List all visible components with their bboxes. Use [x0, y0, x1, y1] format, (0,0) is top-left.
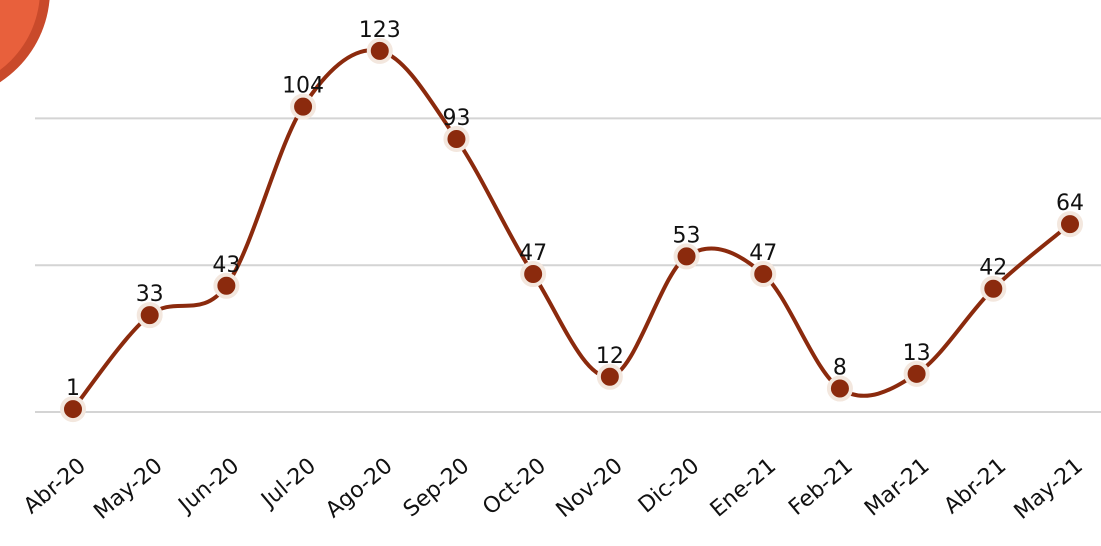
x-tick-label: Mar-21 — [860, 453, 934, 521]
x-tick-label: Nov-20 — [552, 453, 628, 522]
data-label: 123 — [359, 18, 401, 43]
data-label: 33 — [136, 282, 164, 307]
data-label: 13 — [903, 341, 931, 366]
data-label: 42 — [979, 256, 1007, 281]
x-tick-label: Abr-20 — [19, 453, 91, 519]
x-tick-label: Oct-20 — [478, 453, 551, 520]
marker — [982, 278, 1004, 300]
x-tick-label: Feb-21 — [784, 453, 857, 520]
marker — [292, 96, 314, 118]
marker — [139, 304, 161, 326]
data-label: 12 — [596, 344, 624, 369]
marker — [599, 366, 621, 388]
marker — [445, 128, 467, 150]
data-label: 93 — [442, 106, 470, 131]
page: {"chart_data": {"type": "line", "categor… — [0, 0, 1101, 546]
data-label: 64 — [1056, 191, 1084, 216]
chart: Abr-20May-20Jun-20Jul-20Ago-20Sep-20Oct-… — [0, 0, 1101, 546]
x-tick-label: May-21 — [1010, 453, 1088, 524]
x-tick-label: Ago-20 — [321, 453, 397, 523]
marker — [522, 263, 544, 285]
marker — [369, 40, 391, 62]
marker — [215, 275, 237, 297]
data-label: 8 — [833, 356, 847, 381]
marker — [676, 245, 698, 267]
x-tick-label: Jul-20 — [255, 453, 320, 514]
data-label: 47 — [749, 241, 777, 266]
data-label: 1 — [66, 376, 80, 401]
data-label: 47 — [519, 241, 547, 266]
x-tick-label: Jun-20 — [173, 453, 244, 519]
marker — [1059, 213, 1081, 235]
marker — [752, 263, 774, 285]
x-tick-label: May-20 — [89, 453, 167, 524]
x-tick-label: Dic-20 — [634, 453, 705, 518]
x-tick-label: Abr-21 — [939, 453, 1011, 519]
marker — [62, 398, 84, 420]
data-label: 53 — [673, 223, 701, 248]
x-tick-label: Ene-21 — [706, 453, 781, 522]
data-label: 43 — [212, 253, 240, 278]
data-label: 104 — [282, 74, 324, 99]
x-tick-label: Sep-20 — [399, 453, 474, 522]
marker — [906, 363, 928, 385]
marker — [829, 378, 851, 400]
